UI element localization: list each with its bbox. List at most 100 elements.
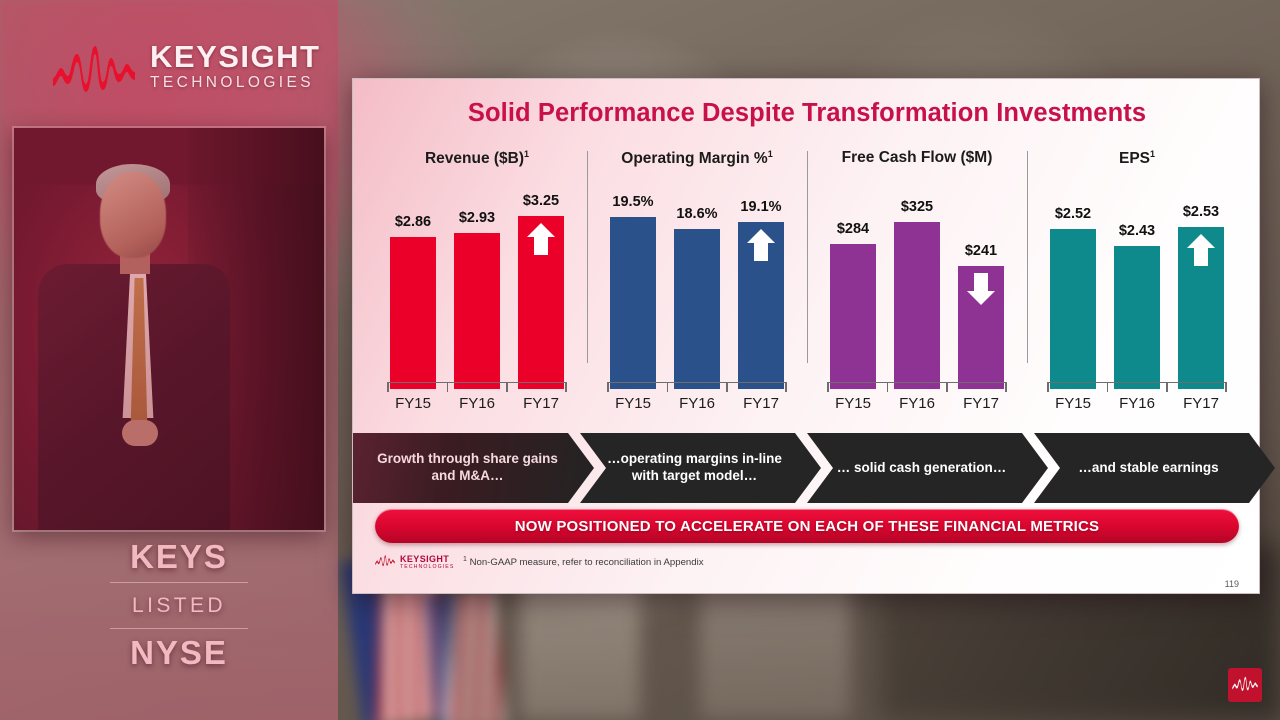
- brand-tagline: TECHNOLOGIES: [150, 74, 314, 92]
- footnote-text: Non-GAAP measure, refer to reconciliatio…: [469, 557, 704, 569]
- x-tick-label: FY16: [1119, 395, 1155, 412]
- trend-arrow-up-icon: [526, 222, 556, 261]
- bar-group-fy15: $2.52: [1041, 189, 1105, 389]
- bar-value-label: $2.43: [1118, 223, 1156, 239]
- bar-value-label: $241: [964, 243, 998, 259]
- ticker-exchange: NYSE: [130, 634, 228, 672]
- bar-group-fy15: $284: [821, 189, 885, 389]
- presenter-hand: [122, 420, 158, 446]
- metric-panel-eps: EPS1 $2.52 $2.43 $2.53: [1027, 145, 1247, 435]
- x-tick-label: FY17: [1183, 395, 1219, 412]
- bar-revenue-fy15: [389, 237, 436, 389]
- bar-value-label: $2.53: [1182, 204, 1220, 220]
- bar-group-fy15: 19.5%: [601, 189, 665, 389]
- x-tick-labels-operating-margin: FY15 FY16 FY17: [601, 395, 793, 412]
- trend-arrow-up-icon: [746, 228, 776, 267]
- panel-title-eps: EPS1: [1118, 149, 1156, 168]
- keysight-waveform-icon: [1232, 673, 1258, 698]
- bar-value-label: $325: [900, 199, 934, 215]
- ticker-symbol: KEYS: [130, 538, 228, 575]
- footer-wordmark: KEYSIGHT TECHNOLOGIES: [400, 554, 455, 571]
- keysight-wordmark: KEYSIGHT TECHNOLOGIES: [150, 41, 320, 91]
- background-flag: [424, 587, 506, 720]
- keysight-waveform-icon: [52, 38, 136, 94]
- footer-brand-tagline: TECHNOLOGIES: [400, 564, 455, 571]
- ticker-divider: [110, 628, 248, 630]
- bar-free-cash-flow-fy17: [957, 266, 1004, 389]
- x-tick-label: FY15: [1055, 395, 1091, 412]
- slide-page-number: 119: [1224, 579, 1239, 589]
- bar-group-fy17: $2.53: [1169, 189, 1233, 389]
- footer-keysight-logo: KEYSIGHT TECHNOLOGIES: [375, 553, 454, 572]
- left-brand-panel: KEYSIGHT TECHNOLOGIES KEYS LISTED NYSE: [0, 0, 338, 720]
- bar-group-fy16: $2.93: [445, 189, 509, 389]
- bar-revenue-fy17: [517, 216, 564, 389]
- bar-value-label: $2.52: [1054, 206, 1092, 222]
- metrics-panels: Revenue ($B)1 $2.86 $2.93 $3.25: [367, 145, 1247, 435]
- chevron-step-3: … solid cash generation…: [807, 433, 1048, 503]
- bar-group-fy16: $325: [885, 189, 949, 389]
- bar-group-fy16: $2.43: [1105, 189, 1169, 389]
- x-tick-labels-revenue: FY15 FY16 FY17: [381, 395, 573, 412]
- ticker-listed-label: LISTED: [132, 593, 226, 617]
- bar-free-cash-flow-fy16: [893, 222, 940, 389]
- call-to-action-text: NOW POSITIONED TO ACCELERATE ON EACH OF …: [514, 517, 1100, 535]
- bar-value-label: $3.25: [522, 193, 560, 209]
- bar-operating-margin-fy17: [737, 222, 784, 389]
- panel-title-free-cash-flow: Free Cash Flow ($M): [841, 149, 993, 166]
- bar-group-fy17: $241: [949, 189, 1013, 389]
- panel-title-operating-margin: Operating Margin %1: [621, 149, 773, 168]
- chevron-step-1: Growth through share gains and M&A…: [353, 433, 594, 503]
- bar-value-label: $2.86: [394, 214, 432, 230]
- x-tick-label: FY15: [615, 395, 651, 412]
- metric-panel-free-cash-flow: Free Cash Flow ($M) $284 $325 $241: [807, 145, 1027, 435]
- bar-free-cash-flow-fy15: [829, 244, 876, 389]
- bar-chart-eps: $2.52 $2.43 $2.53: [1041, 189, 1233, 392]
- x-tick-label: FY15: [395, 395, 431, 412]
- chevron-step-4: …and stable earnings: [1034, 433, 1275, 503]
- presenter-tie: [130, 278, 148, 426]
- bar-chart-operating-margin: 19.5% 18.6% 19.1%: [601, 189, 793, 392]
- x-tick-labels-free-cash-flow: FY15 FY16 FY17: [821, 395, 1013, 412]
- keysight-waveform-icon: [375, 553, 395, 572]
- trend-arrow-down-icon: [966, 272, 996, 311]
- bar-operating-margin-fy16: [673, 229, 720, 389]
- bar-eps-fy15: [1049, 229, 1096, 389]
- x-tick-label: FY16: [679, 395, 715, 412]
- bar-group-fy17: 19.1%: [729, 189, 793, 389]
- x-axis-free-cash-flow: [827, 382, 1007, 392]
- chevron-step-2: …operating margins in-line with target m…: [580, 433, 821, 503]
- bar-eps-fy17: [1177, 227, 1224, 389]
- bar-chart-free-cash-flow: $284 $325 $241: [821, 189, 1013, 392]
- x-tick-label: FY17: [743, 395, 779, 412]
- brand-name: KEYSIGHT: [150, 39, 321, 75]
- bar-group-fy15: $2.86: [381, 189, 445, 389]
- ticker-divider: [110, 581, 248, 583]
- nyse-ticker-block: KEYS LISTED NYSE: [104, 538, 254, 672]
- bar-group-fy16: 18.6%: [665, 189, 729, 389]
- x-tick-label: FY17: [963, 395, 999, 412]
- bar-value-label: $284: [836, 221, 870, 237]
- bar-value-label: 19.1%: [740, 199, 782, 215]
- presentation-slide: Solid Performance Despite Transformation…: [352, 78, 1260, 594]
- x-axis-eps: [1047, 382, 1227, 392]
- bar-value-label: 19.5%: [612, 194, 654, 210]
- slide-footer: KEYSIGHT TECHNOLOGIES 1 Non-GAAP measure…: [353, 549, 1261, 595]
- bar-group-fy17: $3.25: [509, 189, 573, 389]
- footnote-marker: 1: [463, 556, 467, 563]
- chevron-ribbon: Growth through share gains and M&A… …ope…: [353, 433, 1261, 503]
- bar-operating-margin-fy15: [609, 217, 656, 389]
- x-tick-label: FY17: [523, 395, 559, 412]
- call-to-action-banner: NOW POSITIONED TO ACCELERATE ON EACH OF …: [375, 509, 1239, 543]
- bar-value-label: 18.6%: [676, 206, 718, 222]
- bar-value-label: $2.93: [458, 210, 496, 226]
- bar-revenue-fy16: [453, 233, 500, 389]
- trend-arrow-up-icon: [1186, 233, 1216, 272]
- x-axis-operating-margin: [607, 382, 787, 392]
- panel-title-revenue: Revenue ($B)1: [424, 149, 530, 168]
- slide-title: Solid Performance Despite Transformation…: [467, 99, 1147, 127]
- metric-panel-revenue: Revenue ($B)1 $2.86 $2.93 $3.25: [367, 145, 587, 435]
- presenter-color-tint: [14, 128, 324, 530]
- keysight-logo: KEYSIGHT TECHNOLOGIES: [52, 38, 320, 94]
- presenter-head: [100, 172, 166, 258]
